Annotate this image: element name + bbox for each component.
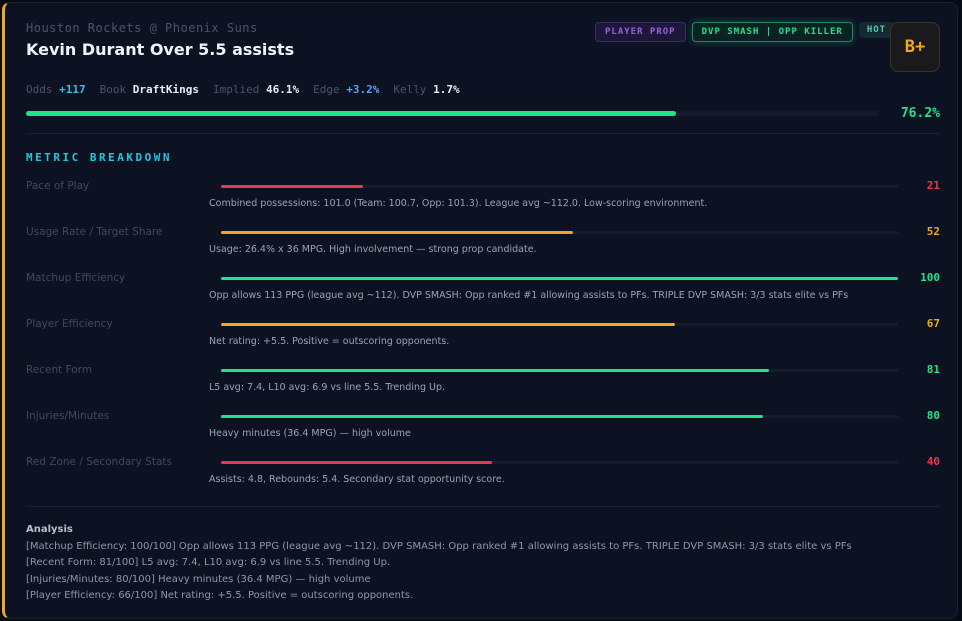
metric-row: Pace of Play 21 Combined possessions: 10… xyxy=(26,179,940,227)
badge-group: PLAYER PROP DVP SMASH | OPP KILLER HOT xyxy=(595,22,895,42)
dvp-smash-badge: DVP SMASH | OPP KILLER xyxy=(691,22,853,42)
kelly-label: Kelly xyxy=(393,83,427,96)
metric-label: Matchup Efficiency xyxy=(26,272,126,284)
implied-label: Implied xyxy=(212,83,260,96)
metric-row: Player Efficiency 67 Net rating: +5.5. P… xyxy=(26,317,940,365)
edge-label: Edge xyxy=(313,83,340,96)
confidence-bar-fill xyxy=(26,111,676,116)
kelly-value: 1.7% xyxy=(433,83,460,96)
metric-row: Red Zone / Secondary Stats 40 Assists: 4… xyxy=(26,455,940,503)
divider xyxy=(26,133,940,134)
metric-bar xyxy=(221,415,898,418)
metric-row: Usage Rate / Target Share 52 Usage: 26.4… xyxy=(26,225,940,273)
odds-label: Odds xyxy=(26,83,53,96)
metric-label: Red Zone / Secondary Stats xyxy=(26,456,172,468)
analysis-line: [Recent Form: 81/100] L5 avg: 7.4, L10 a… xyxy=(26,557,391,568)
prop-title: Kevin Durant Over 5.5 assists xyxy=(26,40,295,59)
metric-bar-fill xyxy=(221,231,574,234)
hot-badge: HOT xyxy=(858,22,895,38)
grade-badge: B+ xyxy=(890,22,940,72)
metric-bar xyxy=(221,461,898,464)
matchup-label: Houston Rockets @ Phoenix Suns xyxy=(26,21,258,35)
confidence-bar xyxy=(26,111,879,116)
metric-label: Injuries/Minutes xyxy=(26,410,110,422)
confidence-value: 76.2% xyxy=(900,106,940,121)
metric-row: Recent Form 81 L5 avg: 7.4, L10 avg: 6.9… xyxy=(26,363,940,411)
metric-bar xyxy=(221,323,898,326)
player-prop-badge: PLAYER PROP xyxy=(595,22,686,42)
metric-value: 81 xyxy=(926,363,940,376)
edge-value: +3.2% xyxy=(346,83,380,96)
metric-bar xyxy=(221,369,898,372)
metric-description: Opp allows 113 PPG (league avg ~112). DV… xyxy=(209,290,849,301)
analysis-title: Analysis xyxy=(26,524,73,535)
metric-description: Usage: 26.4% x 36 MPG. High involvement … xyxy=(209,244,537,255)
metric-bar xyxy=(221,185,898,188)
book-label: Book xyxy=(99,83,127,96)
metric-bar-fill xyxy=(221,185,364,188)
metric-label: Pace of Play xyxy=(26,180,90,192)
analysis-line: [Player Efficiency: 66/100] Net rating: … xyxy=(26,590,414,601)
metric-row: Injuries/Minutes 80 Heavy minutes (36.4 … xyxy=(26,409,940,457)
metric-description: Assists: 4.8, Rebounds: 5.4. Secondary s… xyxy=(209,474,505,485)
book-value: DraftKings xyxy=(132,83,199,96)
metric-bar-fill xyxy=(221,323,675,326)
odds-value: +117 xyxy=(59,83,86,96)
metric-value: 52 xyxy=(926,225,940,238)
metric-value: 80 xyxy=(926,409,940,422)
metric-description: Combined possessions: 101.0 (Team: 100.7… xyxy=(209,198,708,209)
implied-value: 46.1% xyxy=(265,83,300,96)
metric-bar-fill xyxy=(221,461,492,464)
metric-value: 67 xyxy=(926,317,940,330)
metric-row: Matchup Efficiency 100 Opp allows 113 PP… xyxy=(26,271,940,319)
metric-description: L5 avg: 7.4, L10 avg: 6.9 vs line 5.5. T… xyxy=(209,382,446,393)
metric-label: Recent Form xyxy=(26,364,93,376)
metric-label: Usage Rate / Target Share xyxy=(26,226,163,238)
metric-value: 100 xyxy=(920,271,940,284)
analysis-line: [Injuries/Minutes: 80/100] Heavy minutes… xyxy=(26,573,371,585)
metric-bar-fill xyxy=(221,277,898,280)
metric-description: Heavy minutes (36.4 MPG) — high volume xyxy=(209,428,411,439)
metric-bar xyxy=(221,231,898,234)
divider xyxy=(26,506,940,507)
analysis-section: Analysis [Matchup Efficiency: 100/100] O… xyxy=(26,522,852,605)
section-title: METRIC BREAKDOWN xyxy=(26,151,172,164)
metric-description: Net rating: +5.5. Positive = outscoring … xyxy=(209,336,450,347)
analysis-line: [Matchup Efficiency: 100/100] Opp allows… xyxy=(26,540,852,552)
metric-bar xyxy=(221,277,898,280)
metric-bar-fill xyxy=(221,415,763,418)
metric-bar-fill xyxy=(221,369,770,372)
metric-label: Player Efficiency xyxy=(26,318,113,330)
metric-value: 40 xyxy=(926,455,940,468)
stats-line: Odds +117 Book DraftKings Implied 46.1% … xyxy=(26,83,460,96)
metric-value: 21 xyxy=(926,179,940,192)
